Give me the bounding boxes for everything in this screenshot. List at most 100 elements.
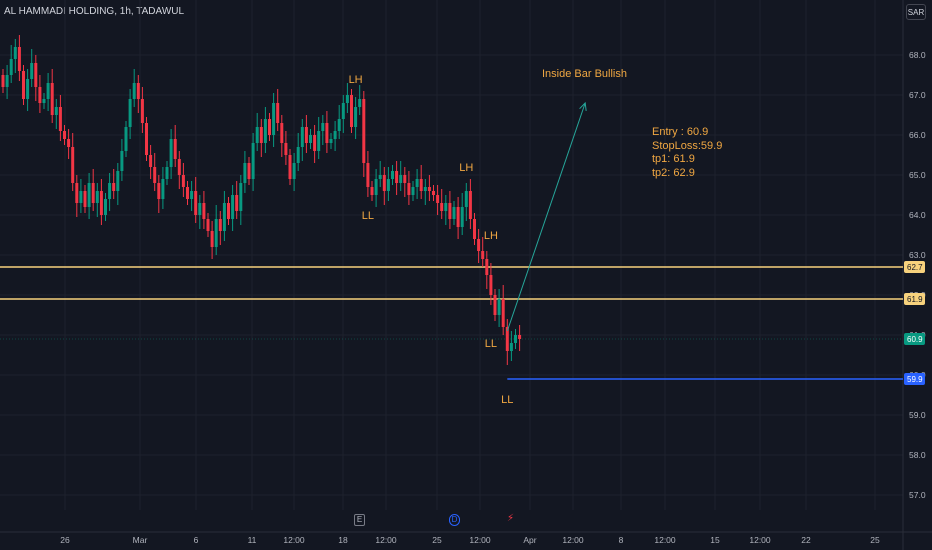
candle-body bbox=[345, 95, 349, 103]
swing-label: LH bbox=[459, 162, 473, 174]
tp2-line: tp2: 62.9 bbox=[652, 166, 695, 179]
candle-body bbox=[514, 335, 517, 343]
candle-body bbox=[120, 151, 124, 171]
candle-body bbox=[321, 123, 325, 131]
candle-body bbox=[140, 99, 144, 123]
entry-line: Entry : 60.9 bbox=[652, 126, 709, 138]
price-badge bbox=[904, 261, 925, 273]
candle-body bbox=[104, 199, 107, 215]
candle-body bbox=[227, 203, 230, 219]
candle-body bbox=[79, 191, 83, 203]
earnings-event-icon[interactable]: E bbox=[354, 514, 365, 526]
swing-label: LL bbox=[501, 394, 513, 406]
candle-body bbox=[411, 187, 415, 195]
candle-body bbox=[350, 95, 353, 127]
candle-body bbox=[173, 139, 177, 159]
x-tick-label: 12:00 bbox=[654, 535, 676, 545]
x-tick-label: 12:00 bbox=[562, 535, 584, 545]
x-tick-label: 22 bbox=[801, 535, 811, 545]
candle-body bbox=[399, 175, 403, 183]
y-tick-label: 68.0 bbox=[909, 50, 926, 60]
candle-body bbox=[501, 299, 505, 327]
candle-body bbox=[95, 191, 99, 203]
candle-body bbox=[366, 163, 370, 187]
candle-body bbox=[329, 139, 333, 143]
candle-body bbox=[288, 155, 292, 179]
swing-label: LH bbox=[484, 230, 498, 242]
y-tick-label: 63.0 bbox=[909, 250, 926, 260]
price-badge bbox=[904, 373, 925, 385]
price-lines bbox=[0, 266, 903, 380]
candle-body bbox=[136, 83, 140, 99]
x-tick-label: 12:00 bbox=[375, 535, 397, 545]
y-tick-label: 67.0 bbox=[909, 90, 926, 100]
candle-body bbox=[477, 239, 481, 251]
candle-body bbox=[165, 167, 169, 179]
currency-button[interactable]: SAR bbox=[906, 4, 926, 20]
candle-body bbox=[370, 187, 374, 195]
price-badge-label: 59.9 bbox=[907, 375, 923, 384]
x-tick-label: 18 bbox=[338, 535, 348, 545]
candle-body bbox=[485, 259, 489, 275]
candle-body bbox=[333, 131, 337, 139]
candle-body bbox=[132, 83, 136, 99]
news-event-icon[interactable]: ⚡ bbox=[506, 513, 515, 524]
price-badge bbox=[904, 293, 925, 305]
candle-body bbox=[186, 187, 189, 199]
candle-body bbox=[75, 183, 79, 203]
candle-body bbox=[440, 203, 444, 211]
tp1-line: tp1: 61.9 bbox=[652, 153, 695, 165]
candle-body bbox=[268, 119, 271, 135]
candle-body bbox=[63, 131, 66, 139]
candle-body bbox=[432, 191, 435, 195]
candle-body bbox=[391, 171, 394, 179]
candle-body bbox=[17, 47, 21, 71]
price-badge bbox=[904, 333, 925, 345]
x-tick-label: 26 bbox=[60, 535, 70, 545]
candle-body bbox=[272, 103, 276, 135]
candle-body bbox=[222, 203, 226, 231]
candle-body bbox=[259, 127, 263, 143]
dividend-event-icon[interactable]: D bbox=[449, 514, 460, 526]
candle-body bbox=[169, 139, 173, 167]
candle-body bbox=[407, 183, 411, 195]
candle-body bbox=[149, 155, 153, 167]
candle-body bbox=[280, 123, 284, 143]
candles bbox=[1, 35, 522, 365]
candle-body bbox=[67, 139, 71, 147]
stoploss-line: StopLoss:59.9 bbox=[652, 139, 723, 152]
candle-body bbox=[50, 83, 54, 115]
candle-body bbox=[276, 103, 280, 123]
candle-body bbox=[493, 295, 497, 315]
candle-body bbox=[456, 207, 460, 227]
candle-body bbox=[71, 147, 75, 183]
candle-body bbox=[83, 191, 87, 207]
candle-body bbox=[30, 63, 34, 79]
candle-body bbox=[325, 123, 329, 143]
candle-body bbox=[58, 107, 62, 131]
candle-body bbox=[292, 163, 296, 179]
x-tick-label: 12:00 bbox=[469, 535, 491, 545]
candle-body bbox=[231, 195, 235, 219]
arrow-shaft bbox=[506, 102, 586, 332]
candle-body bbox=[116, 171, 120, 191]
candle-body bbox=[378, 175, 382, 179]
candle-body bbox=[362, 99, 366, 163]
x-tick-label: 15 bbox=[710, 535, 720, 545]
candle-body bbox=[153, 167, 157, 183]
candle-body bbox=[145, 123, 148, 155]
candle-body bbox=[317, 131, 321, 151]
candle-body bbox=[87, 183, 91, 207]
candle-body bbox=[423, 187, 427, 191]
candle-body bbox=[198, 203, 202, 215]
y-tick-label: 59.0 bbox=[909, 410, 926, 420]
candle-body bbox=[214, 219, 218, 247]
x-tick-label: 6 bbox=[194, 535, 199, 545]
y-tick-label: 57.0 bbox=[909, 490, 926, 500]
y-tick-label: 64.0 bbox=[909, 210, 926, 220]
chart-title: AL HAMMADI HOLDING, 1h, TADAWUL bbox=[4, 6, 185, 17]
candle-body bbox=[284, 143, 288, 155]
candle-body bbox=[309, 135, 312, 143]
candle-body bbox=[473, 219, 476, 239]
